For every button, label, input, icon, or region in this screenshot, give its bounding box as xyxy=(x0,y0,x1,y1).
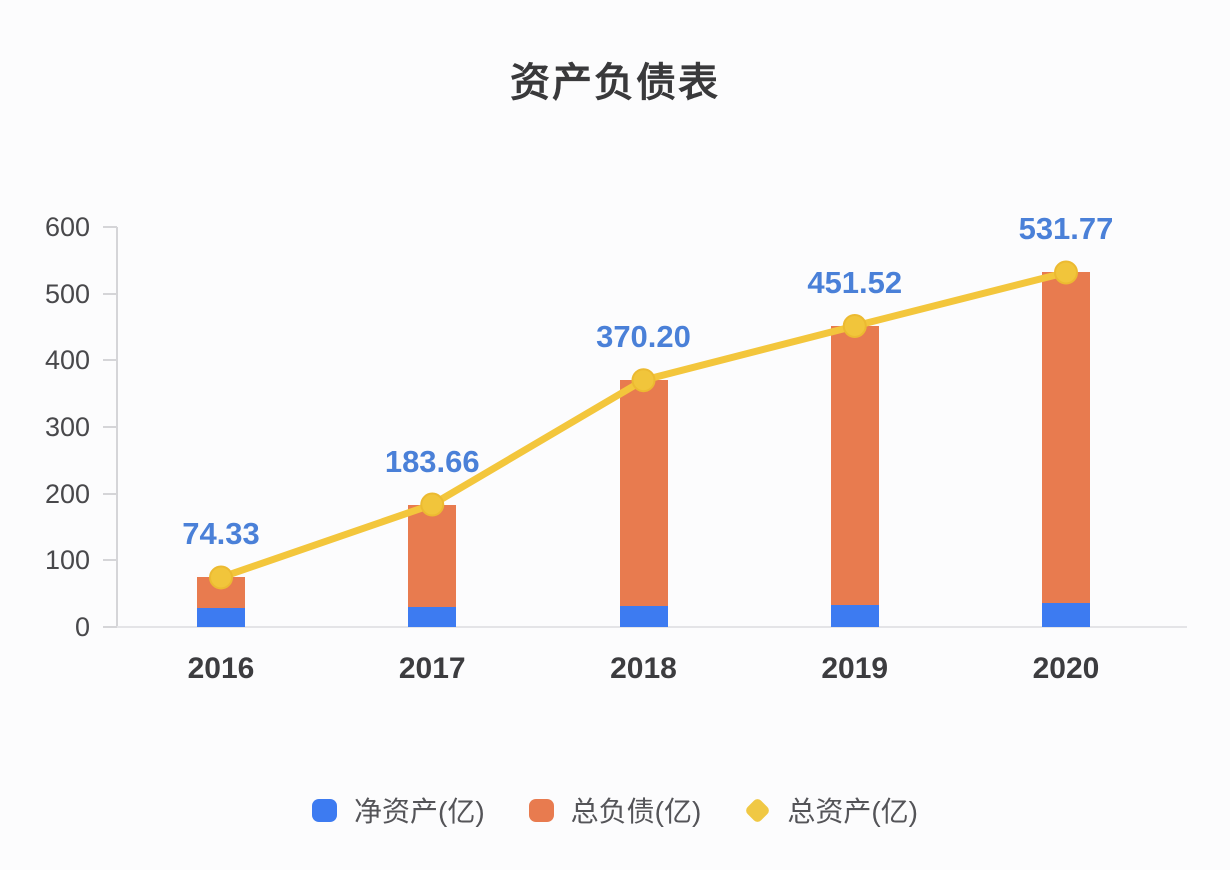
legend-label: 净资产(亿) xyxy=(354,796,485,827)
total-assets-point-2017[interactable] xyxy=(420,492,445,517)
total-assets-point-2019[interactable] xyxy=(842,313,867,338)
total-assets-point-2016[interactable] xyxy=(209,565,233,590)
bar-liabilities-2020[interactable] xyxy=(1042,272,1090,603)
x-tick-label-2018: 2018 xyxy=(610,652,677,685)
y-tick-mark xyxy=(103,492,117,495)
total-assets-point-2018[interactable] xyxy=(631,368,656,393)
total-assets-point-2020[interactable] xyxy=(1054,260,1078,285)
y-tick-label: 100 xyxy=(44,545,90,576)
y-tick-mark xyxy=(103,626,117,628)
x-tick-label-2019: 2019 xyxy=(821,652,889,685)
y-tick-label: 200 xyxy=(44,478,90,509)
bar-net-assets-2018[interactable] xyxy=(619,605,668,627)
y-tick-label: 0 xyxy=(74,612,90,642)
legend-item-total-assets[interactable]: 总资产(亿) xyxy=(744,790,918,830)
value-label-2020: 531.77 xyxy=(1018,211,1114,247)
bar-liabilities-2017[interactable] xyxy=(408,504,457,607)
y-tick-mark xyxy=(103,559,117,562)
y-tick-label: 400 xyxy=(44,345,90,376)
net-assets-swatch-icon xyxy=(312,798,338,822)
value-label-2016: 74.33 xyxy=(182,516,260,552)
bar-net-assets-2019[interactable] xyxy=(830,605,879,627)
liabilities-swatch-icon xyxy=(528,798,554,822)
x-tick-label-2020: 2020 xyxy=(1032,652,1100,685)
y-tick-label: 300 xyxy=(44,412,90,442)
y-axis-line xyxy=(116,227,118,627)
legend: 净资产(亿) 总负债(亿) 总资产(亿) xyxy=(0,790,1230,830)
y-tick-label: 600 xyxy=(44,212,90,242)
bar-liabilities-2018[interactable] xyxy=(619,380,668,606)
legend-item-net-assets[interactable]: 净资产(亿) xyxy=(312,790,485,830)
x-axis-baseline xyxy=(117,626,1187,628)
bar-net-assets-2016[interactable] xyxy=(197,607,245,627)
x-tick-label-2016: 2016 xyxy=(187,652,255,685)
legend-label: 总负债(亿) xyxy=(570,796,702,827)
y-tick-mark xyxy=(103,226,117,228)
y-tick-mark xyxy=(103,426,117,428)
value-label-2017: 183.66 xyxy=(384,443,480,479)
legend-item-liabilities[interactable]: 总负债(亿) xyxy=(528,790,702,830)
y-tick-mark xyxy=(103,359,117,362)
value-label-2018: 370.20 xyxy=(596,319,691,355)
x-tick-label-2017: 2017 xyxy=(398,652,466,685)
chart-title: 资产负债表 xyxy=(510,61,720,105)
y-tick-mark xyxy=(103,292,117,295)
total-assets-diamond-icon xyxy=(744,796,772,824)
y-tick-label: 500 xyxy=(44,278,90,309)
bar-net-assets-2020[interactable] xyxy=(1042,603,1090,627)
bar-net-assets-2017[interactable] xyxy=(408,607,457,627)
value-label-2019: 451.52 xyxy=(807,264,903,300)
bar-liabilities-2019[interactable] xyxy=(830,325,879,605)
legend-label: 总资产(亿) xyxy=(787,796,918,827)
